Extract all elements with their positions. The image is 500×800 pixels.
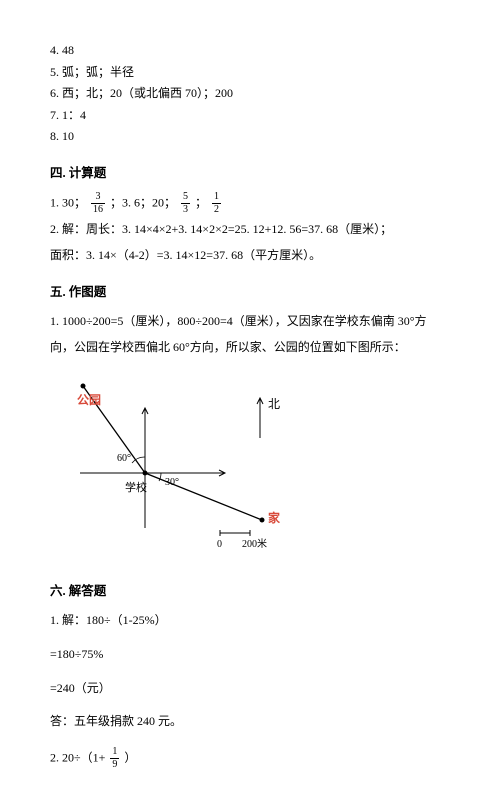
svg-text:200米: 200米 — [242, 537, 267, 550]
section-5-title: 五. 作图题 — [50, 281, 450, 304]
fraction-3-16: 3 16 — [91, 192, 105, 215]
frac-num: 5 — [181, 192, 190, 204]
sec5-p1: 1. 1000÷200=5（厘米），800÷200=4（厘米），又因家在学校东偏… — [50, 311, 450, 333]
sec6-q1-l3: =240（元） — [50, 678, 450, 700]
answer-6: 6. 西；北；20（或北偏西 70）；200 — [50, 83, 450, 105]
frac-den: 3 — [181, 204, 190, 215]
sec4-q1-mid1: ；3. 6；20； — [110, 196, 176, 210]
sec6-q2-suffix: ） — [124, 750, 136, 764]
section-4-title: 四. 计算题 — [50, 162, 450, 185]
sec5-p2: 向，公园在学校西偏北 60°方向，所以家、公园的位置如下图所示： — [50, 337, 450, 359]
sec6-q2: 2. 20÷（1+ 1 9 ） — [50, 747, 450, 770]
fraction-1-9: 1 9 — [110, 747, 119, 770]
frac-num: 1 — [212, 192, 221, 204]
sec4-q1: 1. 30； 3 16 ；3. 6；20； 5 3 ； 1 2 — [50, 192, 450, 215]
svg-text:北: 北 — [268, 397, 280, 411]
svg-text:30°: 30° — [165, 477, 179, 488]
sec6-q1-l2: =180÷75% — [50, 644, 450, 666]
answer-5: 5. 弧；弧；半径 — [50, 62, 450, 84]
fraction-1-2: 1 2 — [212, 192, 221, 215]
svg-text:公园: 公园 — [77, 393, 101, 407]
frac-den: 9 — [110, 759, 119, 770]
page: 4. 48 5. 弧；弧；半径 6. 西；北；20（或北偏西 70）；200 7… — [0, 0, 500, 800]
sec4-q2b: 面积：3. 14×（4-2）=3. 14×12=37. 68（平方厘米）。 — [50, 245, 450, 267]
svg-text:家: 家 — [268, 510, 281, 525]
sec4-q2a: 2. 解：周长：3. 14×4×2+3. 14×2×2=25. 12+12. 5… — [50, 219, 450, 241]
sec4-q1-prefix: 1. 30； — [50, 196, 86, 210]
svg-text:60°: 60° — [117, 453, 131, 464]
svg-text:学校: 学校 — [125, 480, 147, 494]
sec6-q1-ans: 答：五年级捐款 240 元。 — [50, 711, 450, 733]
frac-den: 16 — [91, 204, 105, 215]
answer-7: 7. 1：4 — [50, 105, 450, 127]
sec6-q1-l1: 1. 解：180÷（1-25%） — [50, 610, 450, 632]
frac-num: 3 — [91, 192, 105, 204]
sec6-q2-prefix: 2. 20÷（1+ — [50, 750, 105, 764]
answer-8: 8. 10 — [50, 126, 450, 148]
diagram-container: 60° 30° 公园家 学校 北 0 200米 — [50, 368, 450, 566]
svg-text:0: 0 — [217, 539, 222, 550]
sec4-q1-mid2: ； — [195, 196, 207, 210]
frac-num: 1 — [110, 747, 119, 759]
fraction-5-3: 5 3 — [181, 192, 190, 215]
position-diagram: 60° 30° 公园家 学校 北 0 200米 — [50, 368, 310, 558]
frac-den: 2 — [212, 204, 221, 215]
answer-4: 4. 48 — [50, 40, 450, 62]
section-6-title: 六. 解答题 — [50, 580, 450, 603]
